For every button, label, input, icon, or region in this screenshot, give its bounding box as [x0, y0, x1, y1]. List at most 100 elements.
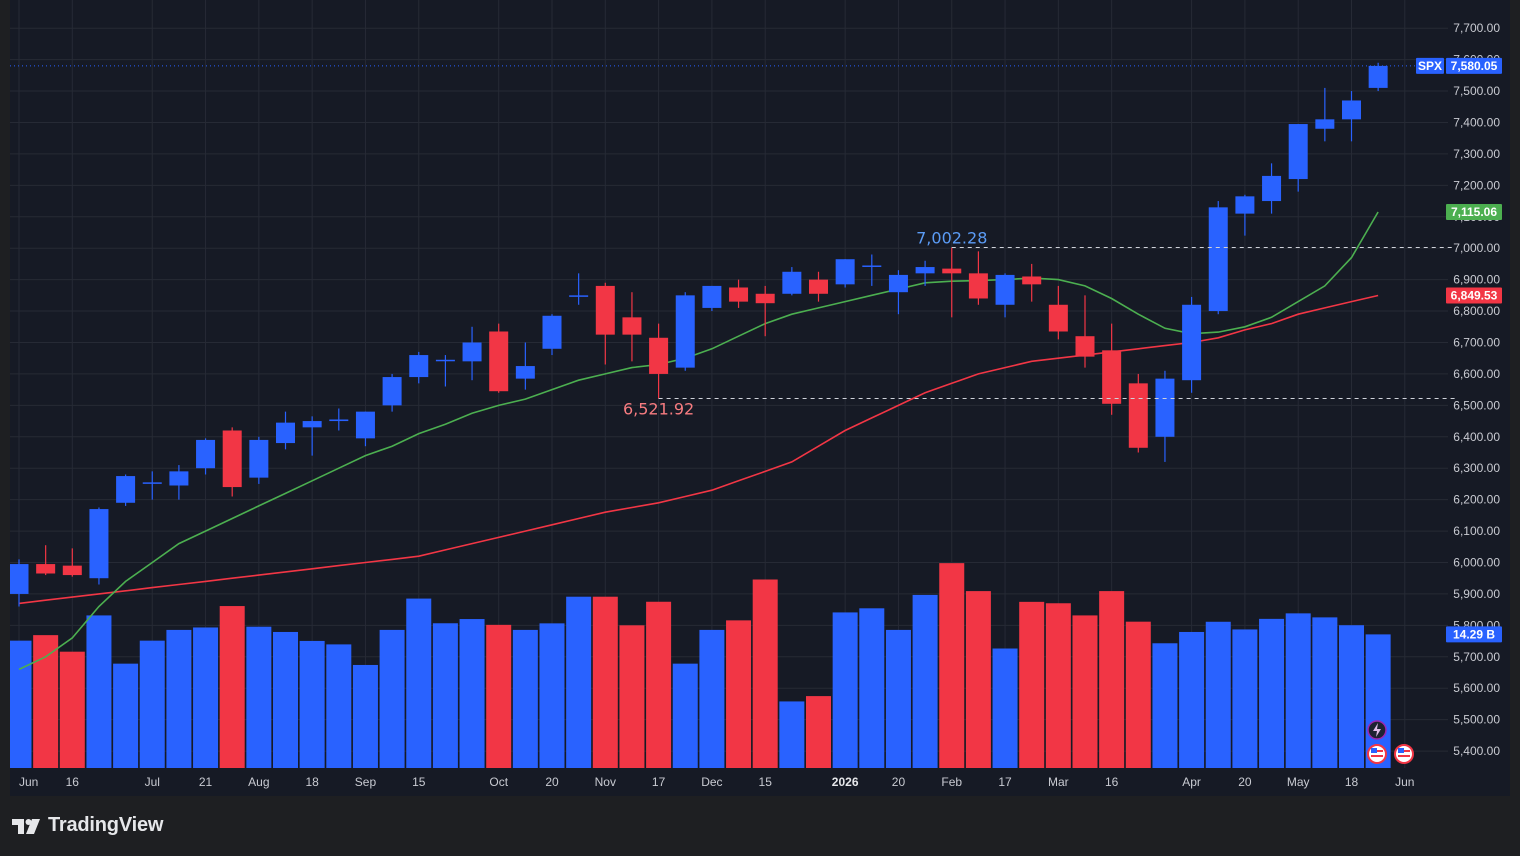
price-tick-label: 7,000.00: [1453, 241, 1500, 255]
time-tick-label: Jul: [145, 775, 160, 789]
price-tick-label: 7,700.00: [1453, 21, 1500, 35]
volume-bar: [432, 623, 458, 768]
candle-down: [489, 331, 509, 392]
ma-long-line: [18, 294, 1379, 605]
candle-up: [355, 411, 375, 439]
volume-bar: [1045, 603, 1071, 768]
time-tick-label: 20: [545, 775, 559, 789]
candle-up: [462, 342, 482, 362]
moving-averages: [18, 211, 1379, 671]
volume-bar: [166, 629, 192, 768]
price-tag-box: [1446, 287, 1502, 304]
time-tick-label: Jun: [1395, 775, 1414, 789]
volume-bar: [1152, 643, 1178, 768]
price-tick-label: 6,900.00: [1453, 273, 1500, 287]
chart-panel[interactable]: 7,002.286,521.92 7,700.007,600.007,500.0…: [10, 0, 1510, 796]
candle-up: [1342, 100, 1361, 120]
candle-up: [1315, 119, 1335, 129]
candle-down: [942, 268, 962, 274]
price-tick-label: 6,000.00: [1453, 556, 1500, 570]
volume-bar: [832, 612, 858, 768]
time-tick-label: Oct: [489, 775, 508, 789]
price-tag-box: [1446, 57, 1502, 74]
time-tick-label: 17: [652, 775, 666, 789]
volume-bar: [806, 696, 831, 768]
volume-bar: [939, 563, 965, 768]
volume-bar: [273, 631, 298, 768]
price-tag-box: [1446, 204, 1502, 221]
time-tick-label: 17: [998, 775, 1012, 789]
candle-up: [276, 422, 295, 444]
volume-bar: [1099, 591, 1125, 768]
candle-down: [1128, 383, 1148, 448]
candle-up: [302, 421, 322, 428]
volume-bar: [299, 640, 325, 768]
volume-bar: [1285, 613, 1311, 768]
price-tick-label: 5,700.00: [1453, 650, 1500, 664]
spx-weekly-chart[interactable]: 7,002.286,521.92 7,700.007,600.007,500.0…: [10, 0, 1510, 796]
price-tick-label: 7,500.00: [1453, 84, 1500, 98]
lightning-glyph-icon: [1373, 723, 1381, 737]
time-tick-label: Apr: [1182, 775, 1201, 789]
volume-bar: [566, 596, 592, 768]
time-tick-label: Mar: [1048, 775, 1069, 789]
volume-bar: [726, 620, 752, 768]
price-tick-label: 6,600.00: [1453, 367, 1500, 381]
extreme-label: 7,002.28: [916, 228, 987, 247]
time-tick-label: Jun: [19, 775, 38, 789]
volume-bar: [326, 644, 352, 768]
candle-down: [1102, 350, 1122, 404]
price-tags: 7,580.05 SPX 7,115.06 6,849.53 14.29 B: [1416, 57, 1502, 643]
time-tick-label: Nov: [595, 775, 616, 789]
tradingview-logo[interactable]: TradingView: [12, 814, 163, 837]
volume-bar: [486, 624, 512, 768]
volume-bar: [619, 625, 645, 768]
candle-up: [382, 377, 402, 406]
price-tick-label: 6,800.00: [1453, 304, 1500, 318]
volume-tag-value: 14.29 B: [1453, 627, 1495, 641]
candle-up: [142, 482, 162, 484]
time-tick-label: Feb: [941, 775, 962, 789]
candle-up: [1368, 65, 1388, 88]
tradingview-logo-icon: [12, 818, 40, 834]
volume-bar: [379, 629, 405, 768]
volume-bar: [1339, 625, 1364, 768]
event-icons: [1367, 720, 1414, 764]
price-tick-label: 5,400.00: [1453, 744, 1500, 758]
annotations: 7,002.28 6,521.92: [10, 65, 1455, 418]
volume-bar: [219, 606, 245, 768]
time-tick-label: Dec: [701, 775, 722, 789]
candle-down: [36, 564, 56, 574]
time-tick-label: 2026: [832, 775, 859, 789]
candle-up: [835, 259, 855, 285]
candle-down: [62, 565, 82, 576]
candle-up: [862, 265, 882, 267]
candle-down: [755, 293, 775, 304]
price-axis: 7,700.007,600.007,500.007,400.007,300.00…: [1453, 21, 1500, 758]
candle-down: [968, 273, 988, 299]
volume-bar: [992, 648, 1018, 768]
candle-up: [329, 419, 349, 422]
volume-bar: [1179, 631, 1205, 768]
time-tick-label: 21: [199, 775, 213, 789]
volume-bar: [592, 596, 618, 768]
price-tick-label: 6,300.00: [1453, 461, 1500, 475]
price-tick-label: 6,100.00: [1453, 524, 1500, 538]
volume-bar: [59, 651, 85, 768]
volume-bar: [672, 663, 698, 768]
flag-canton-icon: [1371, 748, 1377, 753]
candle-up: [1288, 124, 1308, 180]
candle-up: [89, 509, 109, 579]
us-flag-event-icon: [1394, 744, 1414, 764]
price-tick-label: 6,200.00: [1453, 493, 1500, 507]
volume-bar: [86, 615, 112, 768]
flag-stripe-icon: [1371, 755, 1383, 757]
candle-down: [649, 337, 669, 374]
candle-up: [702, 285, 722, 308]
candle-down: [1048, 304, 1068, 332]
time-tick-label: 20: [1238, 775, 1252, 789]
candle-up: [116, 476, 136, 503]
volume-bar: [539, 623, 565, 768]
volume-bar: [1019, 601, 1045, 768]
time-tick-label: Aug: [248, 775, 269, 789]
